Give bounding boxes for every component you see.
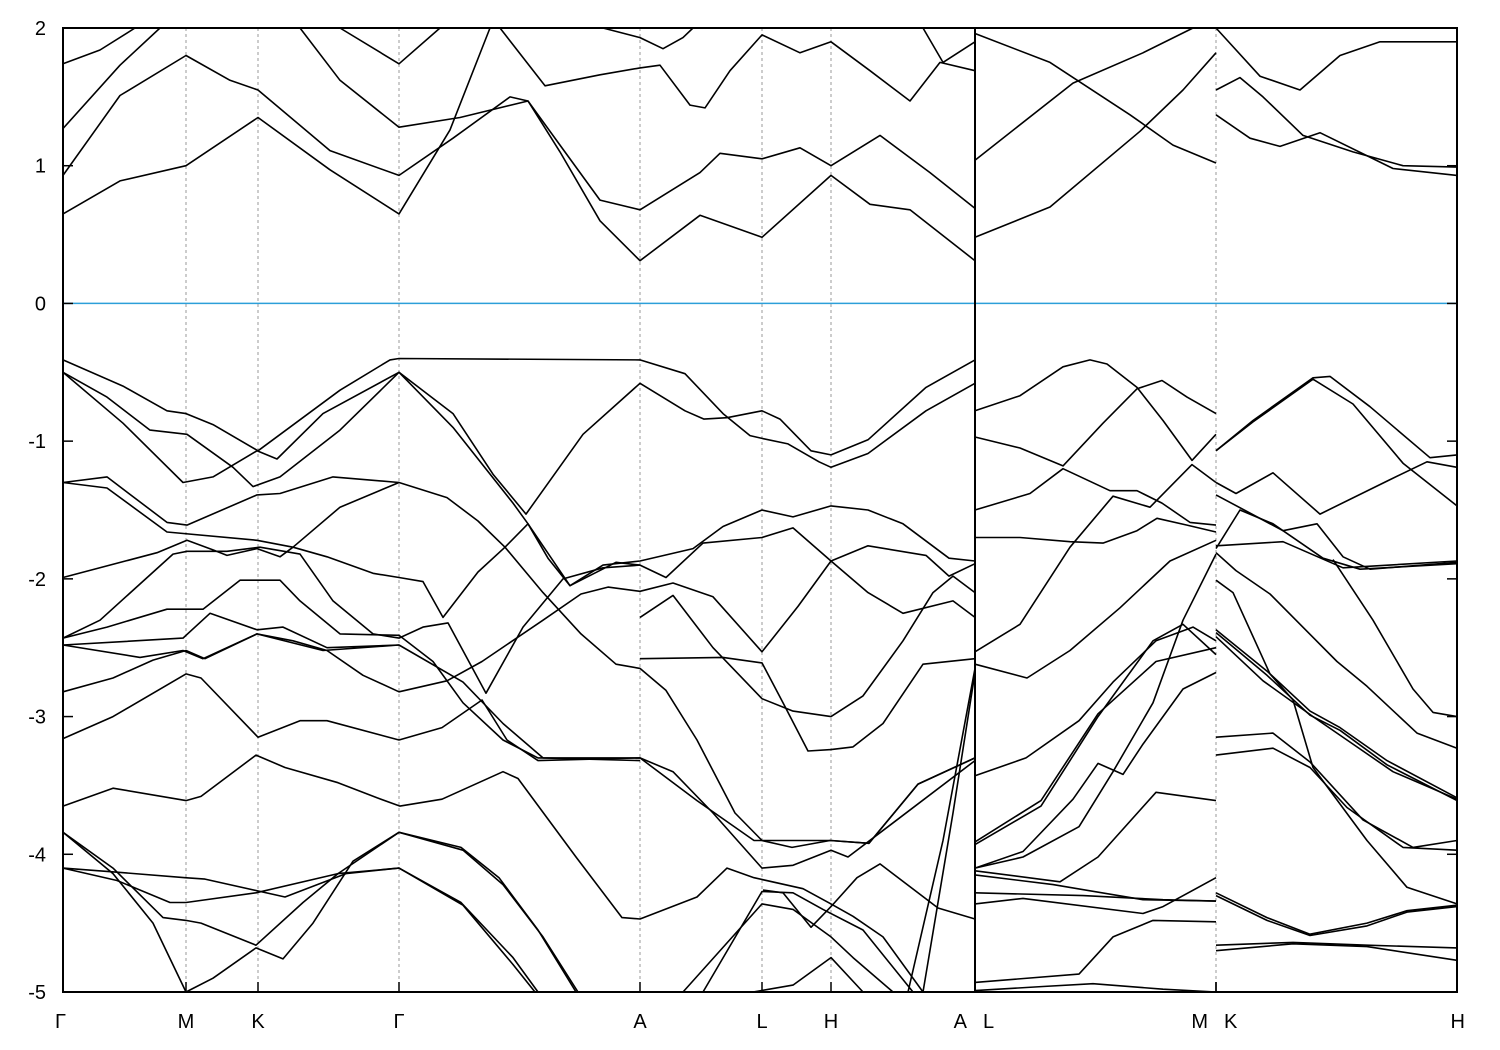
band-line xyxy=(1215,892,1458,936)
x-tick-label: L xyxy=(983,1011,994,1033)
band-line xyxy=(62,27,491,215)
band-line xyxy=(974,919,1217,984)
band-line xyxy=(907,668,976,993)
band-line xyxy=(974,646,1217,843)
band-line xyxy=(62,579,976,869)
band-line xyxy=(1215,460,1458,515)
band-line xyxy=(499,27,976,109)
band-line xyxy=(1215,375,1458,459)
band-line xyxy=(62,633,641,762)
band-line xyxy=(1215,509,1458,571)
y-tick-label: 2 xyxy=(35,18,46,40)
band-line xyxy=(62,481,400,549)
band-line xyxy=(299,27,976,262)
x-tick-label: Γ xyxy=(393,1011,404,1033)
band-line xyxy=(974,467,1217,526)
band-line xyxy=(602,27,694,50)
band-line xyxy=(1215,540,1458,569)
band-line xyxy=(339,27,441,65)
band-line xyxy=(1215,552,1458,749)
band-lines xyxy=(62,27,1458,993)
band-line xyxy=(62,476,976,849)
band-line xyxy=(62,831,577,993)
band-line xyxy=(922,672,976,993)
band-line xyxy=(974,463,1217,653)
x-tick-label: H xyxy=(824,1011,838,1033)
y-tick-label: -3 xyxy=(28,707,46,729)
x-tick-label: K xyxy=(251,1011,265,1033)
band-line xyxy=(62,867,536,993)
y-axis: 2 1 0 -1 -2 -3 -4 -5 xyxy=(28,18,1457,1004)
y-tick-label: 0 xyxy=(35,293,46,315)
band-line xyxy=(62,357,976,469)
y-tick-label: -2 xyxy=(28,569,46,591)
x-tick-label: A xyxy=(633,1011,647,1033)
band-line xyxy=(62,546,641,695)
band-line xyxy=(1215,894,1458,937)
band-line xyxy=(974,982,1217,993)
band-line xyxy=(1332,559,1458,718)
band-line xyxy=(62,371,976,587)
band-line xyxy=(1215,941,1458,949)
band-line xyxy=(974,626,1217,777)
x-tick-label: A xyxy=(954,1011,968,1033)
band-line xyxy=(974,27,1194,161)
band-line xyxy=(62,27,136,65)
band-line xyxy=(974,379,1217,467)
band-line xyxy=(1215,629,1458,799)
band-line xyxy=(62,359,976,515)
band-line xyxy=(1215,378,1458,507)
plot-frame xyxy=(62,27,1458,993)
band-line xyxy=(702,890,914,993)
band-line xyxy=(62,831,579,993)
band-line xyxy=(974,553,1217,869)
x-tick-label: L xyxy=(756,1011,767,1033)
band-line xyxy=(1215,636,1458,800)
y-tick-label: 1 xyxy=(35,156,46,178)
band-line xyxy=(62,612,400,649)
x-tick-label: Γ xyxy=(55,1011,66,1033)
band-line xyxy=(62,754,924,993)
band-line xyxy=(62,54,976,211)
band-line xyxy=(975,517,1217,544)
band-line xyxy=(974,539,1217,679)
band-line xyxy=(639,656,976,752)
band-line xyxy=(62,560,976,693)
x-tick-label: K xyxy=(1224,1011,1238,1033)
band-line xyxy=(1215,631,1458,802)
x-tick-label: H xyxy=(1451,1011,1465,1033)
band-line xyxy=(62,27,161,130)
band-line xyxy=(974,623,1217,846)
band-line xyxy=(974,671,1217,869)
band-line xyxy=(62,867,539,993)
band-line xyxy=(1215,114,1458,177)
y-tick-label: -1 xyxy=(28,431,46,453)
band-line xyxy=(974,32,1217,164)
band-line xyxy=(682,903,894,993)
band-line xyxy=(974,52,1217,239)
band-line xyxy=(62,673,976,845)
y-tick-label: -5 xyxy=(28,982,46,1004)
x-tick-label: M xyxy=(1191,1011,1208,1033)
band-line xyxy=(974,791,1217,883)
band-line xyxy=(922,27,976,64)
band-line xyxy=(1215,27,1457,91)
band-line xyxy=(974,876,1217,915)
band-line xyxy=(974,359,1217,462)
band-line xyxy=(1215,942,1458,962)
band-line xyxy=(1215,732,1458,849)
x-tick-label: M xyxy=(178,1011,195,1033)
band-line xyxy=(639,575,976,718)
band-line xyxy=(1215,579,1458,905)
y-tick-label: -4 xyxy=(28,844,46,866)
band-line xyxy=(752,956,864,993)
band-line xyxy=(1215,76,1458,168)
band-line xyxy=(62,505,976,619)
band-line xyxy=(1215,747,1458,851)
band-line xyxy=(974,892,1217,902)
